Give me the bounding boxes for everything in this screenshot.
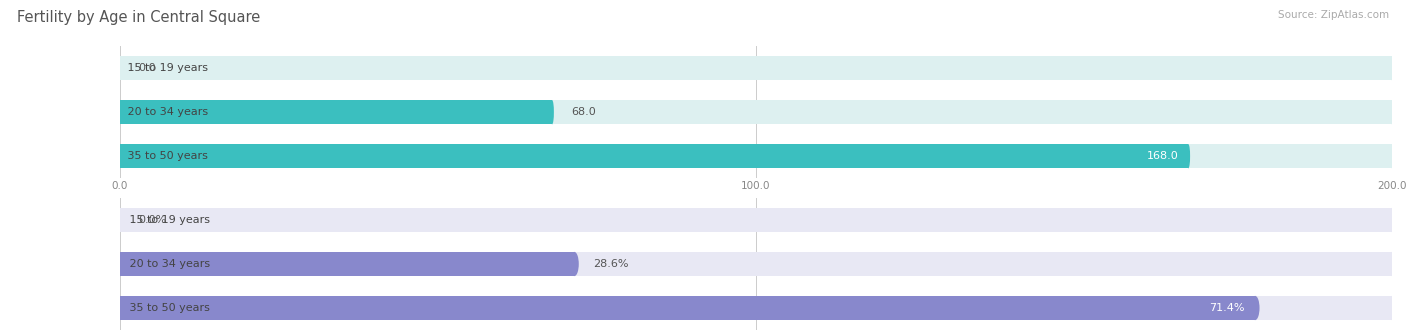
- Circle shape: [1251, 296, 1260, 320]
- Text: 0.0%: 0.0%: [139, 215, 167, 225]
- Circle shape: [118, 144, 121, 168]
- Text: 35 to 50 years: 35 to 50 years: [125, 303, 209, 313]
- Circle shape: [115, 296, 124, 320]
- Text: 0.0: 0.0: [139, 63, 156, 73]
- Bar: [120, 252, 1392, 276]
- Circle shape: [1388, 208, 1396, 232]
- Bar: [120, 208, 1392, 232]
- Circle shape: [569, 252, 579, 276]
- Circle shape: [1391, 56, 1393, 80]
- Text: 15 to 19 years: 15 to 19 years: [125, 215, 209, 225]
- Text: Fertility by Age in Central Square: Fertility by Age in Central Square: [17, 10, 260, 25]
- Bar: [120, 56, 1392, 80]
- Text: 20 to 34 years: 20 to 34 years: [125, 259, 209, 269]
- Bar: [120, 296, 1256, 320]
- Circle shape: [115, 252, 124, 276]
- Circle shape: [1391, 144, 1393, 168]
- Circle shape: [1391, 100, 1393, 124]
- Bar: [120, 252, 575, 276]
- Text: 35 to 50 years: 35 to 50 years: [124, 151, 208, 161]
- Bar: [120, 100, 553, 124]
- Circle shape: [115, 252, 124, 276]
- Circle shape: [118, 56, 121, 80]
- Text: 28.6%: 28.6%: [593, 259, 628, 269]
- Circle shape: [118, 100, 121, 124]
- Circle shape: [115, 296, 124, 320]
- Text: 15 to 19 years: 15 to 19 years: [124, 63, 208, 73]
- Text: Source: ZipAtlas.com: Source: ZipAtlas.com: [1278, 10, 1389, 20]
- Bar: [120, 296, 1392, 320]
- Circle shape: [1388, 252, 1396, 276]
- Circle shape: [118, 100, 121, 124]
- Text: 20 to 34 years: 20 to 34 years: [124, 107, 208, 117]
- Bar: [120, 100, 1392, 124]
- Circle shape: [115, 208, 124, 232]
- Circle shape: [550, 100, 554, 124]
- Text: 168.0: 168.0: [1146, 151, 1178, 161]
- Circle shape: [118, 144, 121, 168]
- Circle shape: [1187, 144, 1189, 168]
- Text: 68.0: 68.0: [571, 107, 596, 117]
- Bar: [120, 144, 1188, 168]
- Text: 71.4%: 71.4%: [1209, 303, 1244, 313]
- Bar: [120, 144, 1392, 168]
- Circle shape: [1388, 296, 1396, 320]
